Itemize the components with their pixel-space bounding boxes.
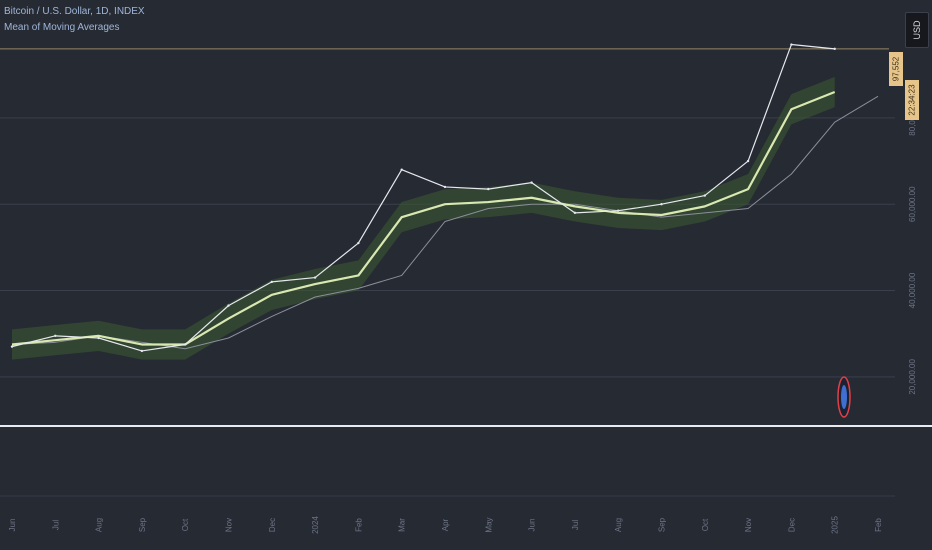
- time-tick-label: 2025: [831, 516, 840, 534]
- chart-legend: Bitcoin / U.S. Dollar, 1D, INDEX Mean of…: [4, 4, 145, 36]
- currency-button[interactable]: USD: [905, 12, 929, 48]
- time-tick-label: Nov: [744, 518, 753, 532]
- price-point: [833, 47, 836, 51]
- time-tick-label: Jun: [528, 519, 537, 532]
- price-point: [617, 209, 620, 212]
- time-tick-label: Aug: [614, 518, 623, 532]
- mean-ma-series-line: [11, 90, 836, 346]
- time-tick-label: Oct: [701, 518, 710, 531]
- time-tick-label: Nov: [225, 518, 234, 532]
- countdown-badge: 22:34:23: [905, 80, 919, 120]
- price-point: [443, 185, 447, 189]
- price-point: [140, 349, 144, 353]
- price-point: [400, 168, 403, 171]
- price-point: [227, 304, 230, 307]
- currency-label: USD: [912, 20, 922, 40]
- slow-ma-series-line: [11, 95, 879, 350]
- price-point: [573, 211, 577, 215]
- time-tick-label: Dec: [268, 518, 277, 532]
- last-price-badge: 97,552: [889, 52, 903, 86]
- time-tick-label: 2024: [311, 516, 320, 534]
- price-point: [54, 334, 57, 338]
- ma-band: [12, 76, 835, 360]
- time-tick-label: Jul: [51, 520, 60, 530]
- ma-band-group: [12, 76, 835, 360]
- time-tick-label: Dec: [787, 518, 796, 532]
- price-point: [313, 276, 317, 279]
- event-marker-group: [837, 376, 851, 418]
- time-tick-label: May: [484, 517, 493, 532]
- price-tick-label: 60,000.00: [908, 186, 917, 222]
- price-tick-label: 20,000.00: [908, 358, 917, 394]
- time-tick-label: Aug: [95, 518, 104, 532]
- time-tick-label: Feb: [874, 518, 883, 532]
- time-tick-label: Mar: [398, 518, 407, 532]
- price-point: [660, 203, 663, 206]
- price-point: [530, 181, 533, 184]
- price-point: [487, 187, 490, 191]
- price-point: [184, 343, 187, 346]
- symbol-title[interactable]: Bitcoin / U.S. Dollar, 1D, INDEX: [4, 6, 145, 17]
- countdown-label: 22:34:23: [907, 84, 917, 116]
- last-price-label: 97,552: [891, 56, 901, 82]
- series-group: [10, 43, 879, 353]
- event-marker-icon: [841, 385, 847, 409]
- price-point: [703, 194, 706, 197]
- price-point: [357, 241, 360, 245]
- price-point: [97, 336, 100, 340]
- time-tick-label: Sep: [658, 517, 667, 532]
- time-tick-label: Apr: [441, 518, 450, 531]
- price-point: [746, 159, 750, 163]
- time-tick-label: Sep: [138, 517, 147, 532]
- price-point: [790, 43, 793, 46]
- indicator-title[interactable]: Mean of Moving Averages: [4, 22, 120, 33]
- price-point: [10, 345, 14, 348]
- time-tick-label: Jun: [8, 519, 17, 532]
- time-tick-label: Jul: [571, 520, 580, 530]
- time-tick-label: Oct: [181, 518, 190, 531]
- price-series-line: [11, 43, 835, 352]
- price-point: [270, 280, 273, 284]
- time-axis: Jun Jul Aug Sep Oct Nov Dec 2024 Feb Mar Apr May Jun…: [8, 516, 883, 534]
- time-tick-label: Feb: [354, 518, 363, 532]
- price-tick-label: 40,000.00: [908, 272, 917, 308]
